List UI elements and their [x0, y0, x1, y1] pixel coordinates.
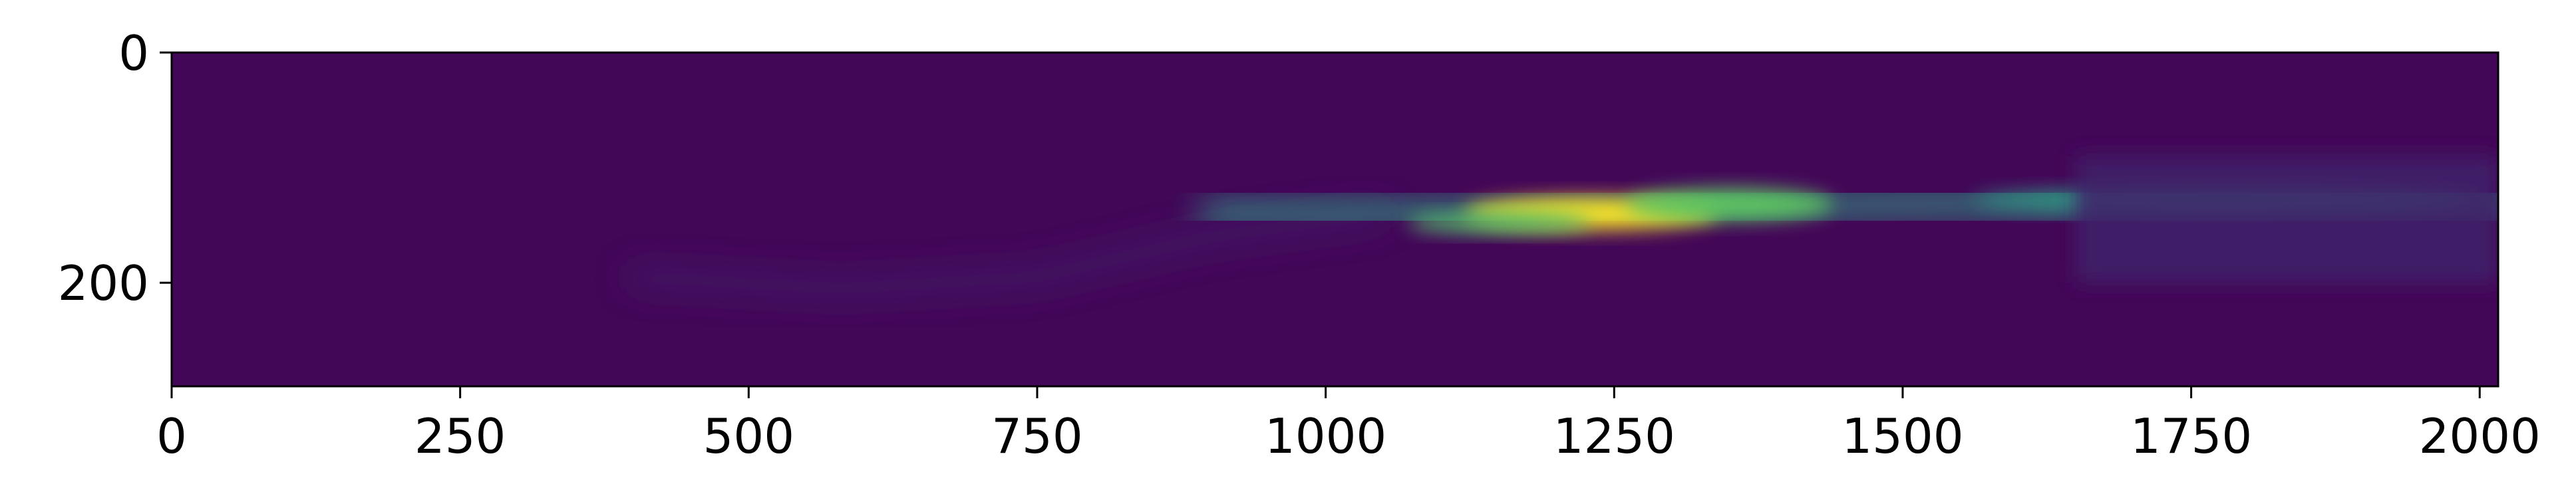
- plot-area: [172, 53, 2498, 386]
- x-tick-label: 0: [156, 408, 187, 464]
- x-tick-label: 2000: [2419, 408, 2541, 464]
- heatmap-hotspot-3: [1625, 188, 1834, 221]
- x-tick-label: 1750: [2130, 408, 2252, 464]
- heatmap-features: [626, 156, 2498, 296]
- y-tick-label: 200: [58, 255, 149, 311]
- x-axis: 0 250 500 750 1000 1250 1500 1750 2000: [156, 386, 2541, 464]
- x-tick-label: 1500: [1842, 408, 1963, 464]
- axes-frame: [170, 51, 2499, 388]
- x-tick-label: 250: [414, 408, 506, 464]
- heatmap-hotspot-4: [1406, 212, 1591, 233]
- x-tick-label: 1000: [1265, 408, 1386, 464]
- heatmap-region-6: [2076, 156, 2498, 283]
- x-tick-label: 500: [703, 408, 794, 464]
- x-tick-label: 750: [991, 408, 1082, 464]
- y-tick-label: 0: [118, 25, 149, 81]
- heatmap-band-0: [626, 206, 1390, 296]
- x-tick-label: 1250: [1553, 408, 1675, 464]
- y-axis: 0 200: [58, 25, 172, 311]
